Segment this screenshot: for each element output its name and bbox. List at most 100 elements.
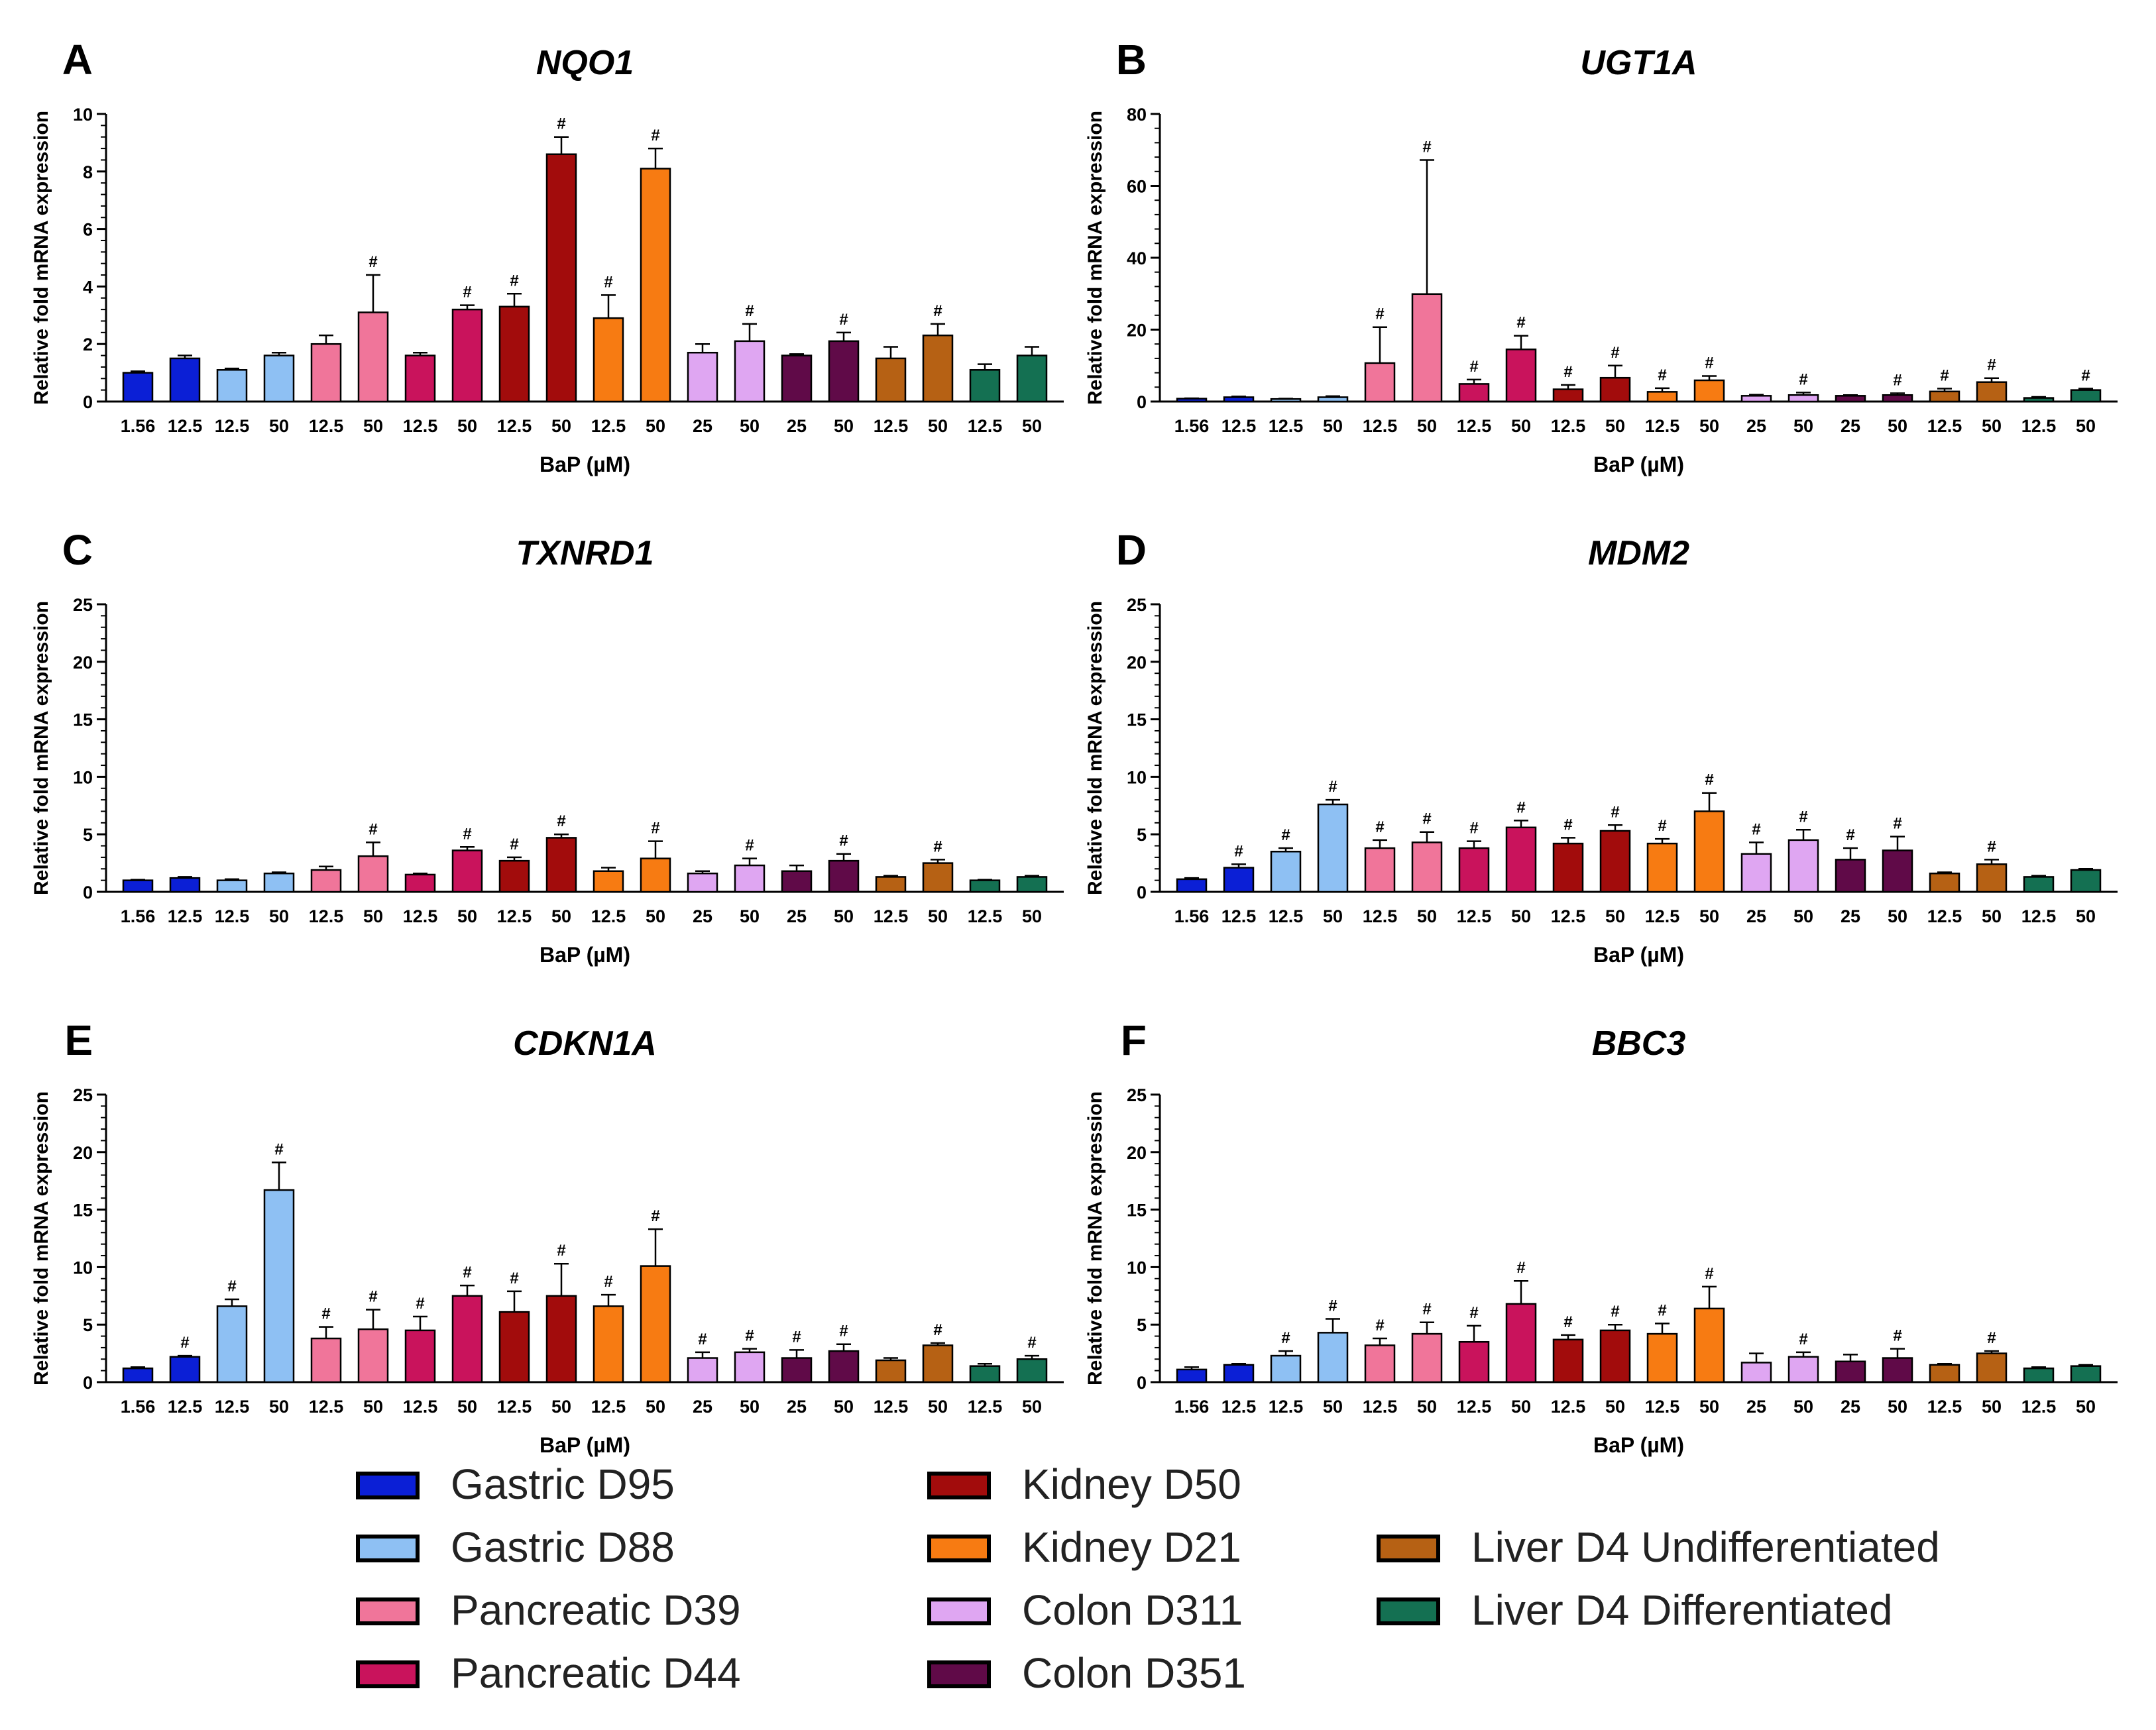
significance-marker: # (1799, 808, 1807, 826)
x-tick-label: 12.5 (168, 416, 203, 436)
x-tick-label: 12.5 (968, 1397, 1003, 1417)
y-tick-label: 15 (1127, 1201, 1147, 1220)
y-axis-label: Relative fold mRNA expression (30, 111, 52, 405)
bar (451, 1295, 483, 1383)
x-tick-label: 50 (740, 1397, 760, 1417)
y-tick-label: 8 (83, 162, 93, 182)
x-tick-label: 25 (693, 416, 712, 436)
significance-marker: # (1987, 1329, 1996, 1347)
x-tick-label: 50 (457, 906, 477, 926)
y-tick-label: 4 (83, 277, 93, 297)
legend-label: Colon D311 (1022, 1586, 1243, 1634)
y-tick-label: 20 (73, 653, 93, 673)
significance-marker: # (1658, 817, 1666, 835)
legend-label: Colon D351 (1022, 1649, 1246, 1697)
bar (687, 872, 718, 893)
x-tick-label: 50 (1022, 1397, 1042, 1417)
significance-marker: # (651, 820, 659, 838)
legend-swatch (356, 1660, 420, 1688)
significance-marker: # (463, 1264, 471, 1281)
x-tick-label: 50 (551, 1397, 571, 1417)
x-tick-label: 25 (787, 1397, 807, 1417)
panel-E: E CDKN1A Relative fold mRNA expression BaP … (30, 1016, 1064, 1457)
significance-marker: # (1799, 370, 1807, 388)
x-tick-label: 50 (1793, 906, 1813, 926)
bar (1787, 839, 1819, 893)
bar (169, 357, 201, 403)
x-tick-label: 50 (1511, 1397, 1531, 1417)
x-tick-label: 12.5 (1363, 416, 1398, 436)
x-tick-label: 25 (1746, 416, 1766, 436)
x-tick-label: 25 (1841, 1397, 1860, 1417)
x-tick-label: 50 (1982, 906, 2002, 926)
x-tick-label: 50 (457, 416, 477, 436)
x-tick-label: 1.56 (1174, 906, 1210, 926)
x-tick-label: 50 (834, 416, 854, 436)
bar (1787, 394, 1819, 403)
significance-marker: # (1611, 1303, 1619, 1321)
significance-marker: # (933, 838, 942, 855)
y-tick-label: 20 (1127, 1143, 1147, 1163)
x-tick-label: 50 (1699, 416, 1719, 436)
x-tick-label: 50 (1323, 1397, 1343, 1417)
x-tick-label: 12.5 (403, 1397, 438, 1417)
x-tick-label: 12.5 (309, 416, 344, 436)
panel-label: F (1121, 1016, 1147, 1064)
x-tick-label: 50 (834, 906, 854, 926)
bar (1835, 395, 1866, 403)
y-tick-label: 5 (1137, 825, 1147, 845)
bar (1693, 1307, 1725, 1383)
bar (216, 1305, 248, 1383)
bar (357, 311, 389, 403)
legend-swatch (927, 1535, 991, 1562)
y-tick-label: 0 (1137, 392, 1147, 412)
legend-item: Pancreatic D39 (356, 1586, 741, 1634)
panel-label: C (62, 526, 93, 574)
bar (1176, 878, 1208, 893)
x-axis-label: BaP (µM) (539, 453, 630, 476)
legend-swatch (356, 1535, 420, 1562)
significance-marker: # (369, 253, 377, 271)
x-tick-label: 25 (1841, 906, 1860, 926)
gene-title: NQO1 (536, 44, 634, 82)
y-tick-label: 5 (1137, 1315, 1147, 1335)
y-tick-label: 20 (1127, 321, 1147, 341)
bar (1505, 349, 1537, 403)
x-tick-label: 25 (693, 1397, 712, 1417)
bar (263, 354, 295, 403)
significance-marker: # (1893, 372, 1901, 390)
bar (357, 855, 389, 893)
x-tick-label: 50 (646, 1397, 665, 1417)
legend-item: Gastric D95 (356, 1460, 675, 1508)
bar (1929, 1364, 1960, 1383)
bar (1176, 1368, 1208, 1383)
significance-marker: # (839, 832, 848, 850)
significance-marker: # (1375, 1317, 1384, 1334)
legend-swatch (1377, 1597, 1440, 1625)
bar (2070, 869, 2102, 893)
significance-marker: # (933, 1321, 942, 1339)
y-tick-label: 10 (73, 1258, 93, 1277)
y-tick-label: 2 (83, 335, 93, 354)
x-tick-label: 12.5 (1927, 906, 1962, 926)
bar (1599, 376, 1631, 403)
x-tick-label: 50 (1888, 906, 1907, 926)
x-tick-label: 1.56 (121, 906, 156, 926)
bar (1882, 394, 1913, 403)
significance-marker: # (1752, 820, 1760, 838)
x-tick-label: 12.5 (2021, 416, 2057, 436)
bar (1223, 867, 1255, 893)
bar (593, 317, 624, 403)
x-tick-label: 12.5 (1221, 416, 1257, 436)
x-tick-label: 12.5 (1551, 416, 1586, 436)
x-tick-label: 50 (928, 906, 948, 926)
significance-marker: # (1563, 1313, 1572, 1331)
bar (1552, 1338, 1584, 1383)
bar (1552, 842, 1584, 893)
bar (1976, 863, 2008, 893)
x-tick-label: 12.5 (874, 416, 909, 436)
y-axis-label: Relative fold mRNA expression (30, 601, 52, 895)
significance-marker: # (1469, 358, 1478, 376)
significance-marker: # (745, 837, 754, 855)
bar (2023, 397, 2055, 403)
